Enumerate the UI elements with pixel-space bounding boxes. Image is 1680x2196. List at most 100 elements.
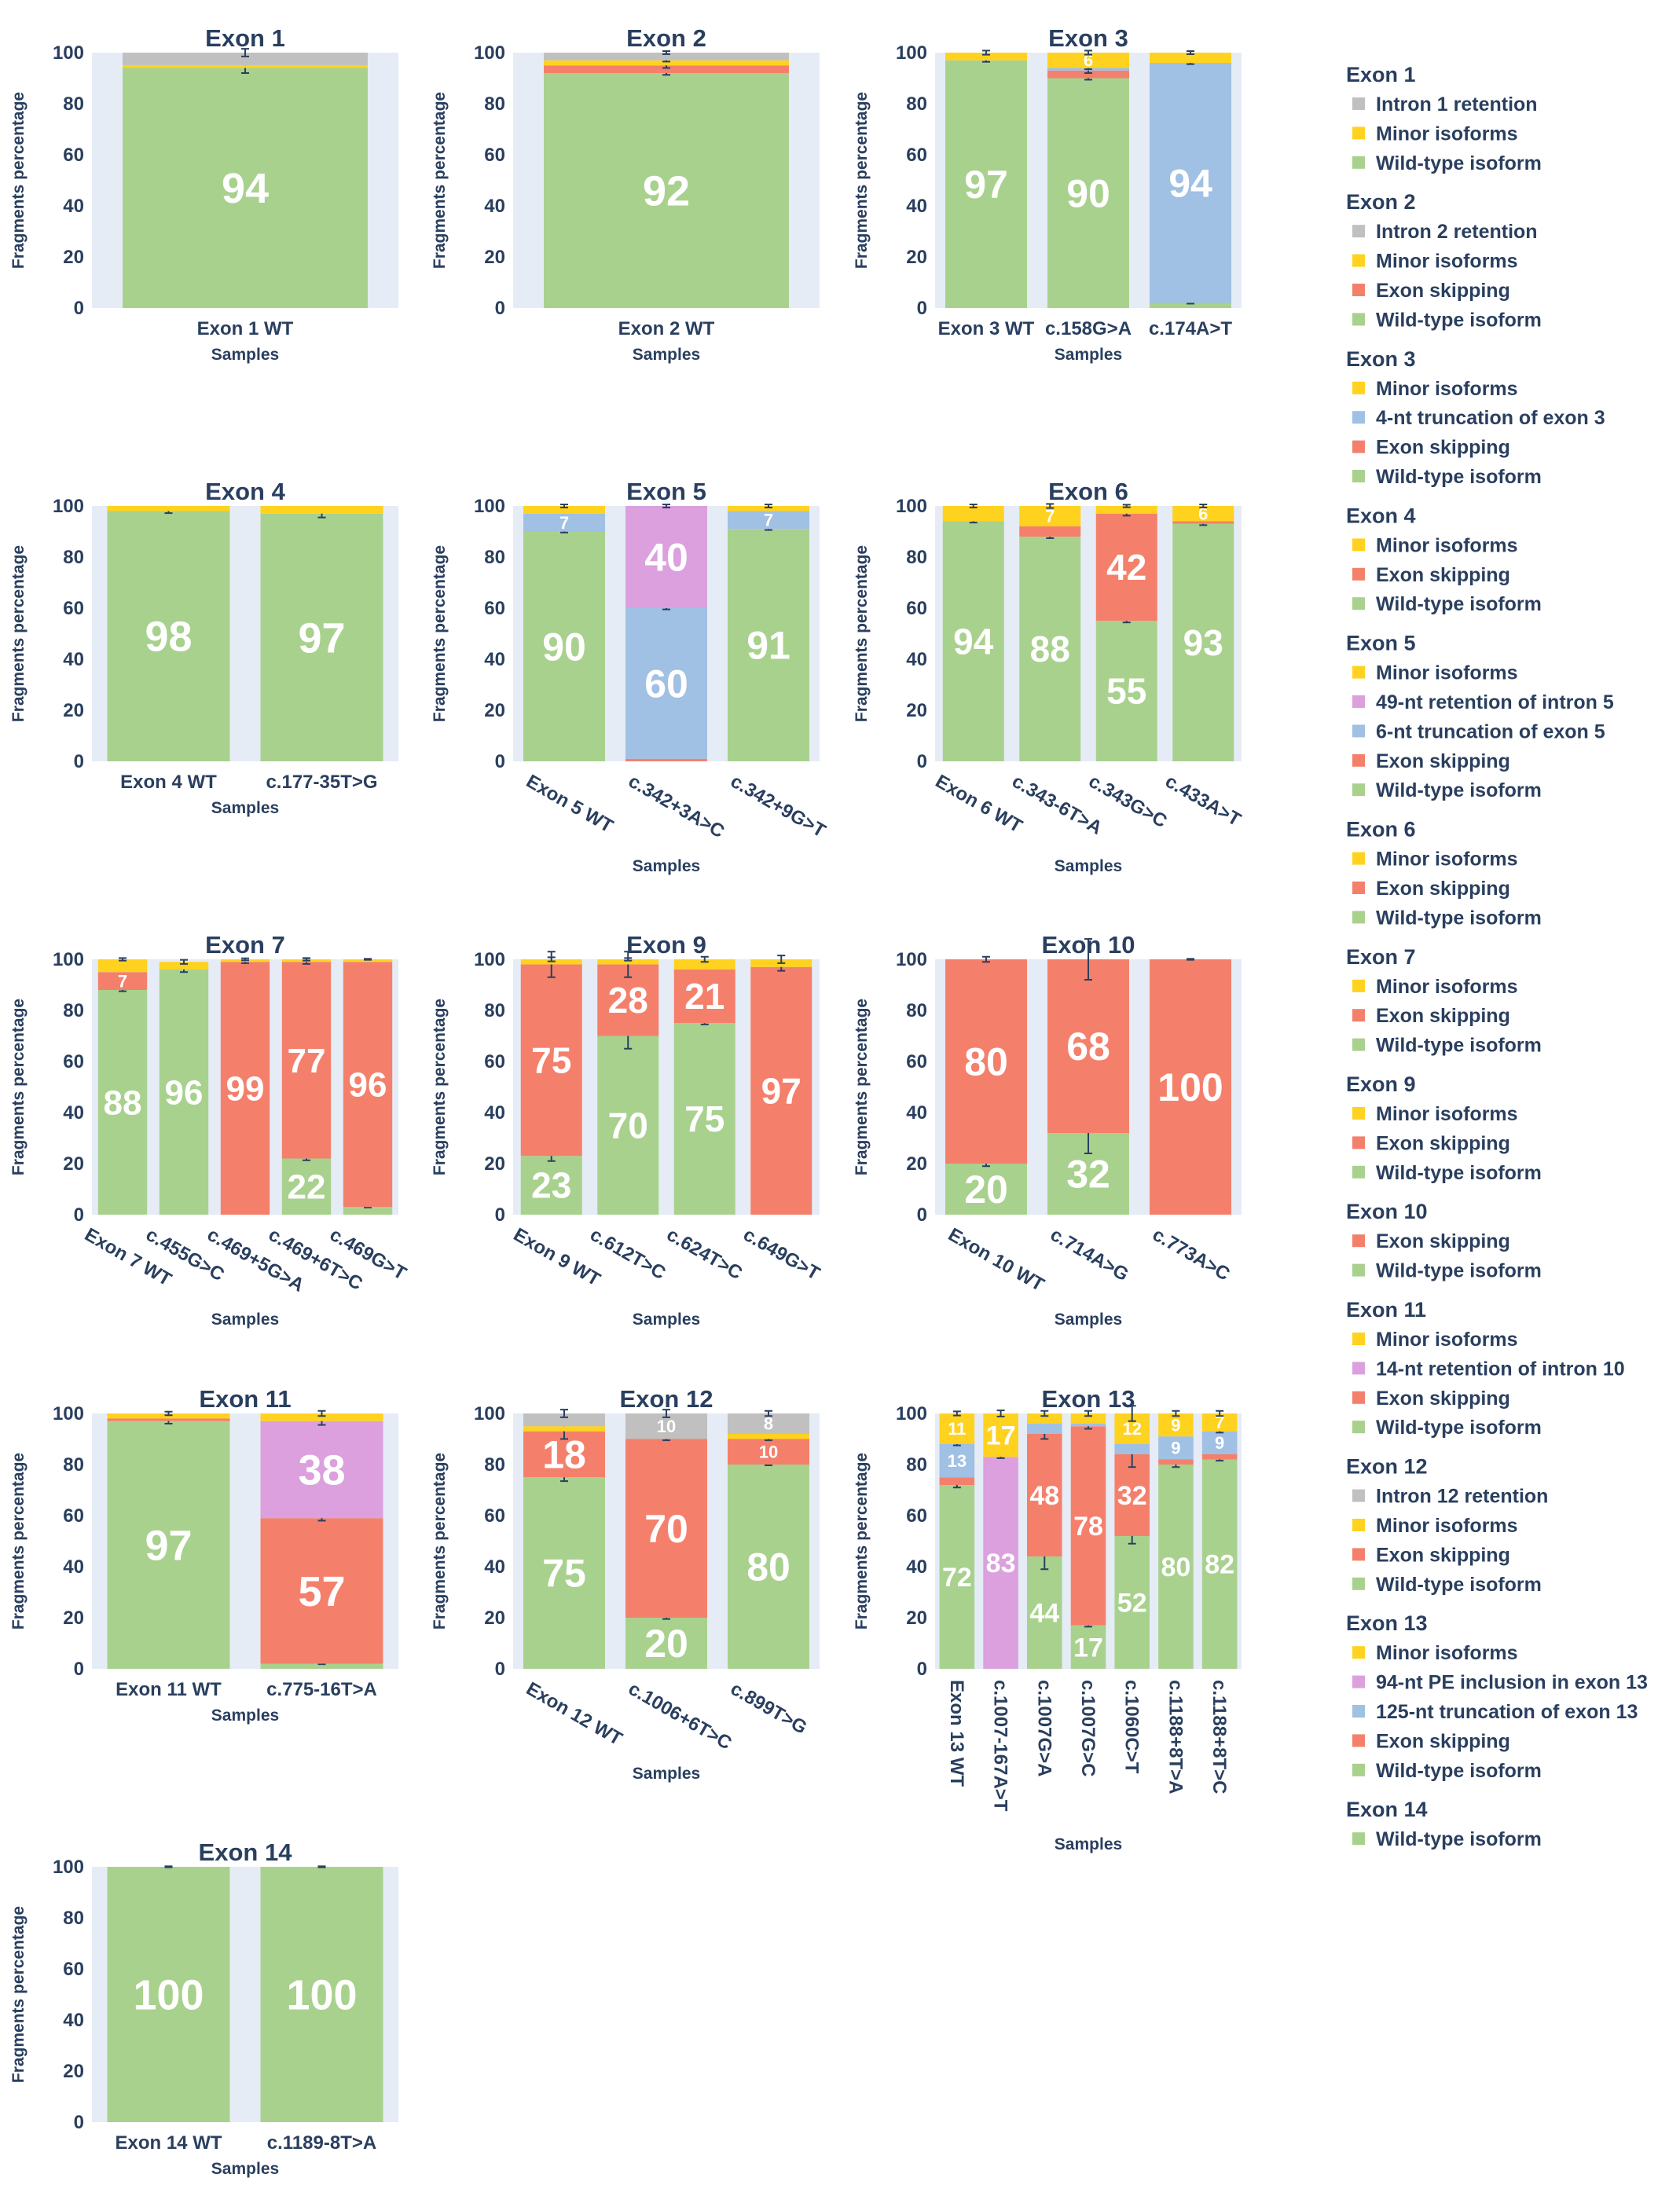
y-tick-label: 20 [63,700,84,721]
bar-segment-exon-skipping [625,1439,707,1618]
legend-group-title: Exon 10 [1346,1200,1428,1223]
legend-item-minor-isoforms: Minor isoforms [1376,534,1518,556]
data-label: 82 [1205,1550,1234,1580]
y-tick-label: 0 [495,751,505,772]
legend-swatch [1352,1763,1365,1776]
y-tick-label: 40 [63,2010,84,2031]
legend-group-title: Exon 7 [1346,945,1416,969]
y-tick-label: 100 [896,496,927,517]
legend-item-wild-type-isoform: Wild-type isoform [1376,779,1542,801]
data-label: 97 [964,163,1008,207]
x-tick-label: Exon 1 WT [197,318,294,339]
data-label: 77 [288,1042,326,1080]
data-label: 91 [746,624,790,668]
bar-segment-minor-isoforms [1027,1413,1062,1424]
x-axis-title: Samples [1055,1835,1122,1853]
bar-segment-wild-type-isoform [159,970,209,1215]
data-label: 100 [133,1971,204,2018]
y-tick-label: 60 [906,145,927,166]
x-tick-label: Exon 14 WT [115,2132,222,2154]
bar-segment-94-nt-pe-inclusion-in-exon-13 [983,1457,1018,1669]
chart-panel-exon-5: Exon 5 0 20 40 60 80 100 Fragments percentage 90… [431,478,830,875]
bar-segment-wild-type-isoform [939,1485,975,1669]
legend-swatch [1352,1107,1365,1120]
bar-segment-minor-isoforms [544,60,789,66]
y-tick-label: 60 [63,598,84,619]
legend-swatch [1352,979,1365,992]
x-axis-title: Samples [633,857,700,875]
legend-item-minor-isoforms: Minor isoforms [1376,1642,1518,1664]
legend-item-intron-2-retention: Intron 2 retention [1376,221,1538,243]
y-tick-label: 80 [906,547,927,568]
bar-segment-minor-isoforms [1070,1413,1106,1424]
bar-segment-exon-skipping [1070,1426,1106,1626]
data-label: 22 [288,1168,326,1207]
bar-segment-wild-type-isoform [597,1036,659,1215]
bar-segment-exon-skipping [1095,513,1157,621]
data-label: 94 [1168,161,1212,205]
legend-swatch [1352,1577,1365,1590]
legend-swatch [1352,156,1365,169]
y-tick-label: 100 [474,496,505,517]
legend-group-title: Exon 5 [1346,632,1416,655]
y-tick-label: 100 [474,1403,505,1424]
x-axis-title: Samples [1055,1311,1122,1329]
legend-item-minor-isoforms: Minor isoforms [1376,1103,1518,1125]
data-label: 96 [349,1066,387,1105]
data-label: 17 [986,1421,1016,1451]
data-label: 92 [643,167,690,214]
chart-title: Exon 11 [199,1385,291,1413]
legend-swatch [1352,1421,1365,1434]
bar-segment-6-nt-truncation-of-exon-5 [728,511,809,530]
legend-item-wild-type-isoform: Wild-type isoform [1376,593,1542,615]
data-label: 90 [542,625,586,669]
data-label: 90 [1066,171,1110,215]
legend-swatch [1352,1038,1365,1051]
legend-swatch [1352,753,1365,767]
y-tick-label: 60 [484,1051,505,1072]
bar-segment-wild-type-isoform [945,60,1027,308]
data-label: 75 [531,1039,571,1080]
y-tick-label: 40 [484,196,505,217]
legend-group-exon-12: Exon 12 Intron 12 retention Minor isoforms… [1346,1455,1548,1596]
x-tick-label: Exon 3 WT [938,318,1035,339]
legend-group-exon-9: Exon 9 Minor isoforms Exon skipping Wild-ty… [1346,1072,1542,1184]
x-tick-label: c.1189-8T>A [267,2132,376,2154]
y-tick-label: 40 [906,649,927,670]
chart-title: Exon 14 [199,1839,293,1866]
legend-group-exon-1: Exon 1 Intron 1 retention Minor isoforms Wi… [1346,63,1542,174]
x-tick-label: Exon 10 WT [945,1224,1048,1296]
chart-panel-exon-1: Exon 1 0 20 40 60 80 100 Fragments percentage 94… [9,24,398,364]
chart-title: Exon 9 [626,931,706,959]
legend-item-125-nt-truncation-of-exon-13: 125-nt truncation of exon 13 [1376,1701,1638,1723]
y-tick-label: 80 [63,547,84,568]
chart-panel-exon-9: Exon 9 0 20 40 60 80 100 Fragments percentage 23… [431,931,823,1329]
y-tick-label: 60 [906,1505,927,1527]
legend-group-exon-6: Exon 6 Minor isoforms Exon skipping Wild-ty… [1346,818,1542,929]
data-label: 32 [1066,1153,1110,1197]
legend-group-exon-5: Exon 5 Minor isoforms 49-nt retention of i… [1346,632,1614,802]
legend-group-title: Exon 1 [1346,63,1416,86]
bar-segment-wild-type-isoform [945,1164,1027,1215]
legend-item-14-nt-retention-of-intron-10: 14-nt retention of intron 10 [1376,1358,1625,1380]
data-label: 72 [942,1563,972,1593]
legend-swatch [1352,724,1365,738]
y-tick-label: 40 [63,649,84,670]
bar-segment-exon-skipping [343,962,393,1208]
legend-item-49-nt-retention-of-intron-5: 49-nt retention of intron 5 [1376,691,1614,713]
y-tick-label: 60 [906,598,927,619]
legend-swatch [1352,1362,1365,1375]
legend-swatch [1352,1333,1365,1345]
data-label: 32 [1117,1481,1147,1511]
bar-segment-wild-type-isoform [107,1867,230,2122]
y-tick-label: 60 [63,145,84,166]
data-label: 60 [644,662,688,706]
bar-segment-minor-isoforms [945,53,1027,60]
legend-swatch [1352,1548,1365,1561]
y-tick-label: 0 [495,298,505,319]
data-label: 38 [298,1446,345,1494]
legend-item-minor-isoforms: Minor isoforms [1376,849,1518,871]
data-label: 97 [298,614,345,662]
y-tick-label: 40 [484,1102,505,1124]
y-axis-title: Fragments percentage [9,92,28,269]
